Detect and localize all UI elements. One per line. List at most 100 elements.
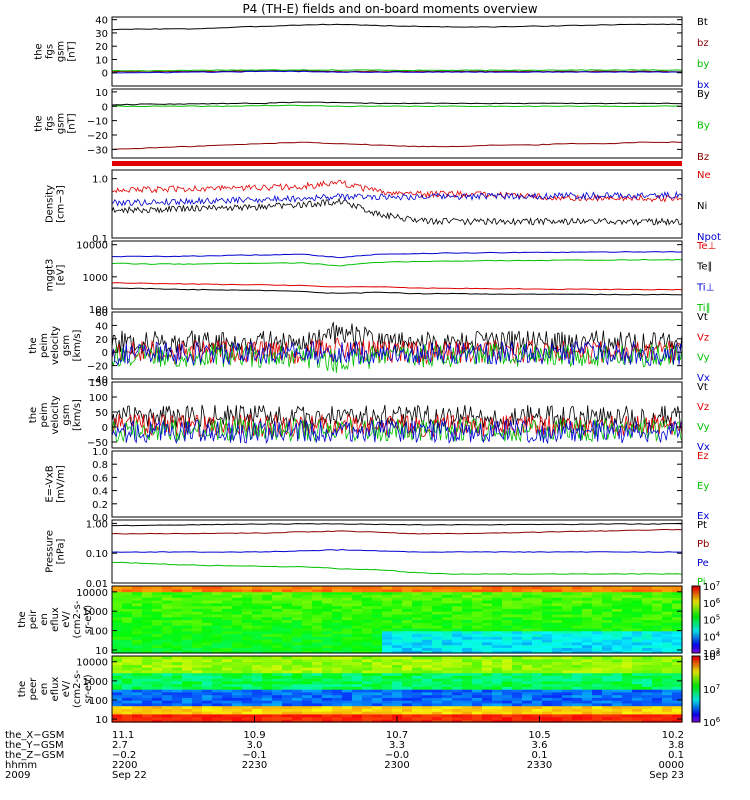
legend-entry: bx [697, 80, 709, 91]
heatmap-cell [462, 613, 473, 618]
heatmap-cell [112, 641, 123, 646]
heatmap-cell [342, 600, 353, 604]
heatmap-cell [452, 611, 463, 615]
heatmap-cell [122, 641, 133, 646]
heatmap-cell [502, 708, 513, 712]
heatmap-cell [432, 700, 443, 704]
heatmap-cell [442, 708, 453, 712]
heatmap-cell [112, 716, 123, 720]
heatmap-cell [452, 613, 463, 618]
heatmap-cell [312, 680, 323, 685]
heatmap-cell [502, 586, 513, 590]
heatmap-cell [222, 661, 233, 665]
heatmap-cell [362, 686, 373, 690]
heatmap-cell [272, 716, 283, 720]
heatmap-cell [242, 686, 253, 690]
heatmap-cell [292, 605, 303, 609]
heatmap-cell [122, 708, 133, 712]
heatmap-cell [662, 625, 673, 629]
heatmap-cell [652, 669, 663, 674]
heatmap-cell [522, 705, 533, 709]
heatmap-cell [612, 686, 623, 690]
heatmap-cell [522, 661, 533, 665]
heatmap-cell [172, 619, 183, 623]
heatmap-cell [302, 636, 313, 640]
heatmap-cell [162, 658, 173, 663]
heatmap-cell [322, 656, 333, 660]
heatmap-cell [492, 702, 503, 707]
colorbar-step [692, 684, 700, 688]
heatmap-cell [152, 630, 163, 635]
heatmap-cell [292, 602, 303, 607]
heatmap-cell [512, 594, 523, 598]
heatmap-cell [122, 611, 133, 615]
heatmap-cell [122, 639, 133, 643]
heatmap-cell [392, 627, 403, 632]
heatmap-cell [642, 675, 653, 679]
heatmap-cell [352, 678, 363, 682]
heatmap-cell [582, 630, 593, 635]
heatmap-cell [372, 619, 383, 623]
heatmap-cell [562, 619, 573, 623]
heatmap-cell [392, 700, 403, 704]
heatmap-cell [112, 680, 123, 685]
heatmap-cell [212, 656, 223, 660]
heatmap-cell [402, 616, 413, 621]
heatmap-cell [532, 686, 543, 690]
heatmap-cell [522, 689, 533, 693]
heatmap-cell [592, 664, 603, 668]
heatmap-cell [652, 656, 663, 660]
heatmap-cell [272, 711, 283, 715]
heatmap-cell [562, 633, 573, 637]
colorbar-step [692, 702, 700, 705]
heatmap-cell [272, 694, 283, 698]
heatmap-cell [212, 586, 223, 590]
heatmap-cell [542, 691, 553, 696]
heatmap-cell [432, 697, 443, 701]
heatmap-cell [432, 683, 443, 687]
heatmap-cell [412, 667, 423, 671]
heatmap-cell [192, 672, 203, 676]
heatmap-cell [392, 683, 403, 687]
heatmap-cell [222, 641, 233, 646]
heatmap-cell [142, 691, 153, 696]
colorbar-tick-label: 107 [703, 580, 720, 593]
heatmap-cell [662, 630, 673, 635]
heatmap-cell [462, 697, 473, 701]
heatmap-cell [452, 686, 463, 690]
heatmap-cell [352, 700, 363, 704]
heatmap-cell [362, 630, 373, 635]
heatmap-cell [142, 661, 153, 665]
heatmap-cell [662, 588, 673, 593]
heatmap-cell [362, 719, 373, 723]
y-tick-label: 1.0 [92, 175, 108, 186]
heatmap-cell [542, 669, 553, 674]
heatmap-cell [212, 616, 223, 621]
heatmap-cell [502, 644, 513, 648]
heatmap-cell [182, 708, 193, 712]
y-axis-label: E=-VxB [mV/m] [45, 465, 67, 503]
heatmap-cell [162, 719, 173, 723]
colorbar-step [692, 667, 700, 670]
heatmap-cell [522, 597, 533, 601]
heatmap-cell [152, 713, 163, 718]
heatmap-cell [582, 683, 593, 687]
heatmap-cell [612, 641, 623, 646]
heatmap-cell [332, 597, 343, 601]
heatmap-cell [422, 691, 433, 696]
heatmap-cell [352, 713, 363, 718]
heatmap-cell [562, 678, 573, 682]
heatmap-cell [562, 641, 573, 646]
heatmap-cell [432, 639, 443, 643]
heatmap-cell [192, 656, 203, 660]
heatmap-cell [272, 588, 283, 593]
heatmap-cell [162, 669, 173, 674]
heatmap-cell [542, 667, 553, 671]
heatmap-cell [292, 675, 303, 679]
heatmap-cell [222, 650, 233, 654]
heatmap-cell [342, 694, 353, 698]
heatmap-cell [592, 658, 603, 663]
heatmap-cell [552, 719, 563, 723]
heatmap-cell [612, 647, 623, 651]
heatmap-cell [432, 586, 443, 590]
